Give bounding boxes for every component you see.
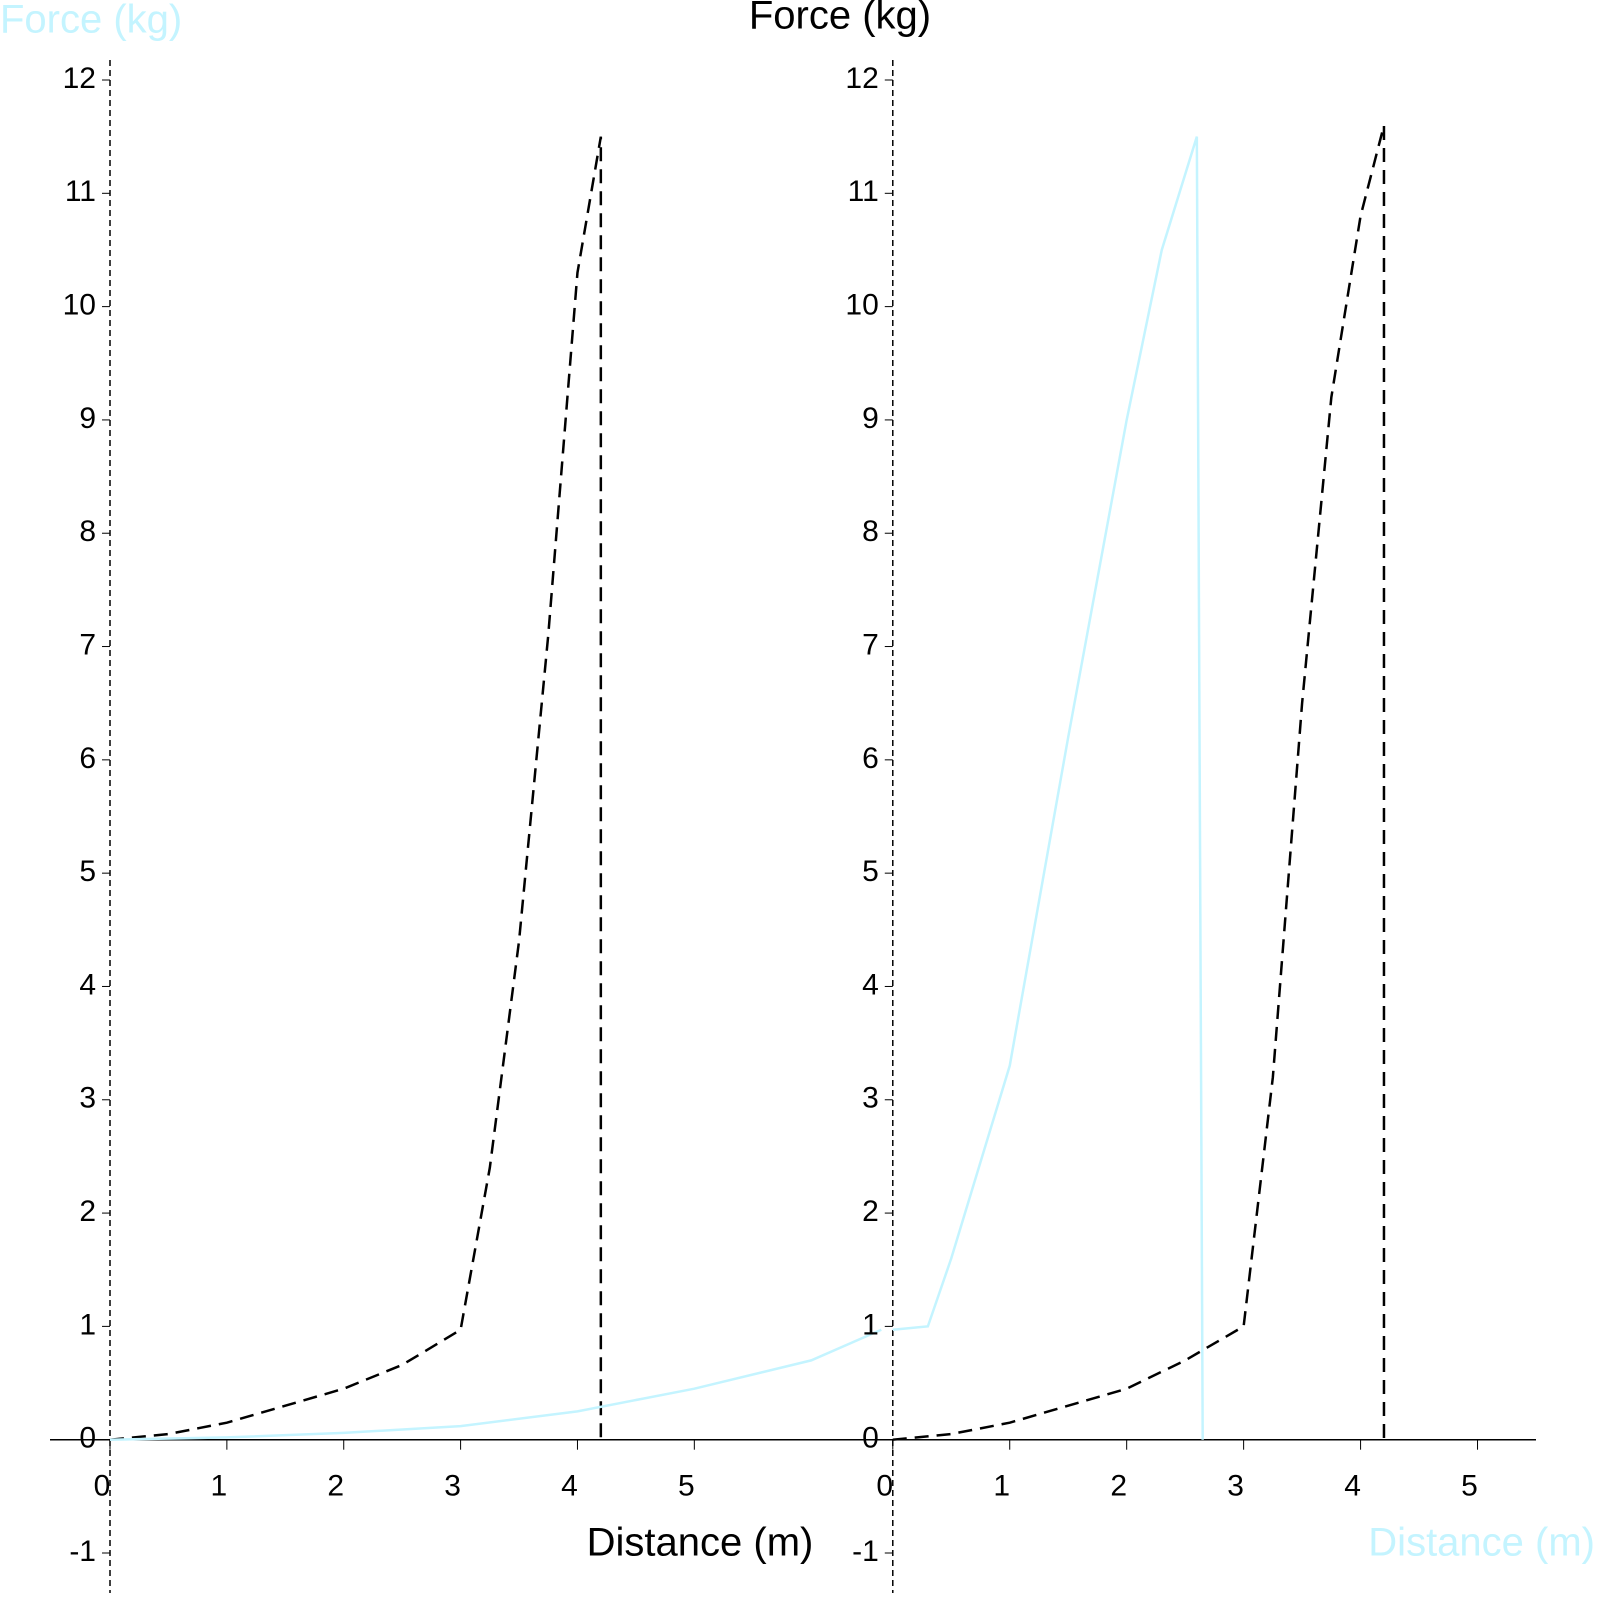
y-tick-label: -1 bbox=[852, 1535, 879, 1568]
y-tick-label: -1 bbox=[69, 1535, 96, 1568]
x-tick-label: 4 bbox=[1344, 1470, 1361, 1503]
y-tick-label: 8 bbox=[862, 515, 879, 548]
line-series bbox=[892, 125, 1386, 1441]
y-tick-label: 2 bbox=[79, 1195, 96, 1228]
y-tick-label: 5 bbox=[862, 855, 879, 888]
line-series bbox=[109, 136, 603, 1441]
y-tick-label: 1 bbox=[862, 1308, 879, 1341]
y-tick-label: 0 bbox=[79, 1422, 96, 1455]
y-tick-label: 11 bbox=[848, 175, 879, 208]
line-series bbox=[109, 1328, 882, 1441]
x-tick-label: 0 bbox=[876, 1470, 893, 1503]
x-axis-label: Distance (m) bbox=[1368, 1521, 1595, 1565]
x-tick-label: 3 bbox=[444, 1470, 461, 1503]
x-tick-label: 5 bbox=[1461, 1470, 1478, 1503]
y-tick-label: 10 bbox=[845, 289, 878, 322]
y-tick-label: 7 bbox=[79, 628, 96, 661]
y-axis-label: Force (kg) bbox=[0, 0, 182, 42]
y-tick-label: 9 bbox=[862, 402, 879, 435]
y-tick-label: 12 bbox=[63, 62, 96, 95]
line-series bbox=[892, 136, 1204, 1440]
y-tick-label: 3 bbox=[79, 1082, 96, 1115]
y-tick-label: 0 bbox=[862, 1422, 879, 1455]
y-tick-label: 3 bbox=[862, 1082, 879, 1115]
y-tick-label: 10 bbox=[63, 289, 96, 322]
y-tick-label: 5 bbox=[79, 855, 96, 888]
x-tick-label: 2 bbox=[1110, 1470, 1127, 1503]
x-tick-label: 0 bbox=[94, 1470, 111, 1503]
x-tick-label: 1 bbox=[211, 1470, 228, 1503]
y-axis-label: Force (kg) bbox=[749, 0, 931, 38]
y-tick-label: 7 bbox=[862, 628, 879, 661]
y-tick-label: 1 bbox=[79, 1308, 96, 1341]
y-tick-label: 6 bbox=[79, 742, 96, 775]
y-tick-label: 9 bbox=[79, 402, 96, 435]
y-tick-label: 8 bbox=[79, 515, 96, 548]
x-tick-label: 3 bbox=[1227, 1470, 1244, 1503]
x-tick-label: 1 bbox=[993, 1470, 1010, 1503]
y-tick-label: 12 bbox=[845, 62, 878, 95]
x-tick-label: 4 bbox=[561, 1470, 578, 1503]
y-tick-label: 11 bbox=[65, 175, 96, 208]
x-axis-label: Distance (m) bbox=[587, 1521, 814, 1565]
y-tick-label: 4 bbox=[79, 968, 96, 1001]
x-tick-label: 5 bbox=[678, 1470, 695, 1503]
y-tick-label: 2 bbox=[862, 1195, 879, 1228]
y-tick-label: 6 bbox=[862, 742, 879, 775]
y-tick-label: 4 bbox=[862, 968, 879, 1001]
x-tick-label: 2 bbox=[327, 1470, 344, 1503]
